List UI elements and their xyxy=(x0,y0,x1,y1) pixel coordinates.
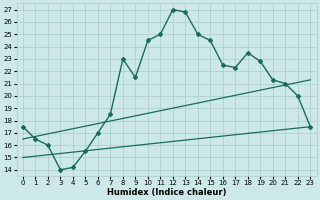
X-axis label: Humidex (Indice chaleur): Humidex (Indice chaleur) xyxy=(107,188,226,197)
